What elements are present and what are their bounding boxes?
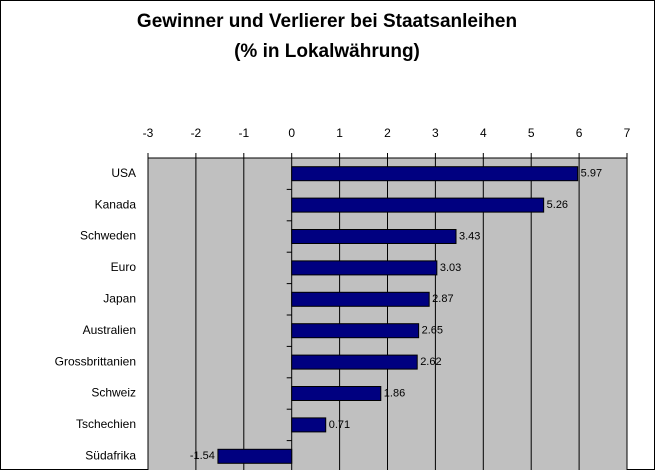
y-tick-label: Japan	[103, 291, 136, 305]
x-tick-label: 6	[576, 126, 583, 140]
chart-subtitle: (% in Lokalwährung)	[234, 41, 420, 62]
x-tick-label: 2	[384, 126, 391, 140]
value-label: 1.86	[384, 387, 405, 399]
y-tick-label: Schweiz	[91, 386, 136, 400]
bar	[291, 229, 457, 244]
value-label: 2.62	[420, 356, 441, 368]
value-label: 2.87	[432, 293, 453, 305]
bar	[291, 197, 545, 213]
y-tick-label: Australien	[83, 323, 136, 337]
x-tick-label: -2	[191, 126, 202, 140]
bar	[291, 291, 430, 307]
x-tick-label: 0	[288, 126, 295, 140]
bar	[291, 386, 382, 401]
y-tick-label: USA	[111, 166, 136, 180]
y-tick-label: Schweden	[80, 229, 136, 243]
bar	[291, 323, 420, 339]
y-tick-label: Kanada	[95, 197, 137, 211]
x-tick-label: 3	[432, 126, 439, 140]
bar	[291, 166, 579, 182]
bar	[291, 354, 418, 370]
x-tick-label: 7	[624, 126, 631, 140]
value-label: 5.97	[581, 168, 602, 180]
x-tick-label: -3	[143, 126, 154, 140]
bar	[291, 417, 327, 433]
x-tick-label: 4	[480, 126, 487, 140]
y-tick-label: Grossbrittanien	[55, 354, 136, 368]
bar	[217, 448, 293, 464]
y-tick-label: Euro	[111, 260, 137, 274]
chart-title: Gewinner und Verlierer bei Staatsanleihe…	[137, 11, 517, 32]
value-label: 3.03	[440, 262, 461, 274]
bar	[291, 260, 438, 276]
value-label: 0.71	[329, 419, 350, 431]
x-tick-label: -1	[238, 126, 249, 140]
x-tick-label: 1	[336, 126, 343, 140]
value-label: 5.26	[547, 199, 568, 211]
value-label: 3.43	[459, 230, 480, 242]
y-tick-label: Tschechien	[76, 417, 136, 431]
y-tick-label: Südafrika	[85, 448, 136, 462]
value-label: -1.54	[190, 450, 215, 462]
x-tick-label: 5	[528, 126, 535, 140]
value-label: 2.65	[422, 325, 443, 337]
